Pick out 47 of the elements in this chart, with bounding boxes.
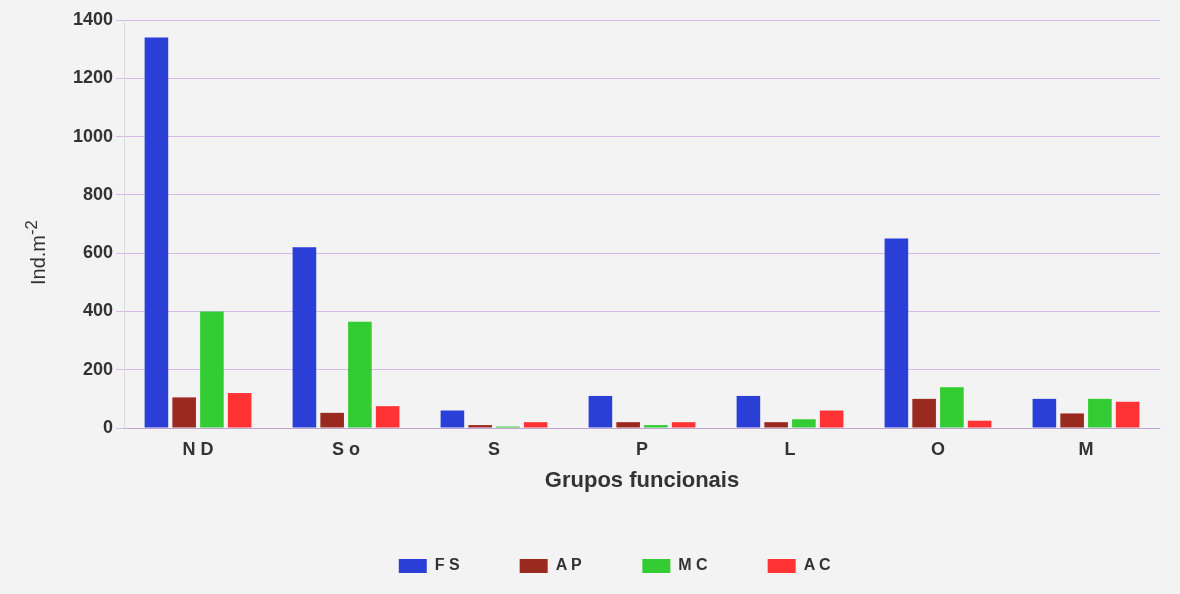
legend-label: A C: [803, 556, 832, 574]
legend-label: M C: [678, 556, 709, 574]
legend-label: A P: [555, 556, 583, 574]
bar: [200, 311, 224, 428]
y-tick-label: 400: [83, 300, 114, 321]
y-tick-label: 600: [83, 242, 114, 263]
x-tick-label: S o: [332, 438, 361, 459]
x-tick-label: N D: [182, 438, 214, 459]
bar: [320, 412, 344, 428]
bar: [616, 422, 640, 428]
y-tick-label: 1200: [73, 67, 114, 88]
bar: [227, 393, 252, 428]
bar: [940, 387, 964, 428]
bar: [671, 422, 696, 428]
y-tick-label: 200: [83, 358, 114, 379]
bar: [440, 410, 465, 428]
bar: [172, 397, 196, 428]
x-axis-title: Grupos funcionais: [544, 466, 740, 492]
bar: [1032, 398, 1057, 428]
bar: [884, 238, 909, 428]
bar: [1060, 413, 1084, 428]
bar: [967, 420, 992, 428]
y-tick-label: 0: [103, 416, 114, 437]
bar: [292, 247, 317, 428]
bar: [588, 395, 613, 428]
x-tick-label: P: [636, 438, 649, 459]
y-tick-label: 800: [83, 183, 114, 204]
bar: [523, 422, 548, 428]
bar: [764, 422, 788, 428]
x-tick-label: M: [1078, 438, 1094, 459]
x-tick-label: S: [488, 438, 501, 459]
x-tick-label: L: [784, 438, 796, 459]
bar: [736, 395, 761, 428]
bar: [1088, 398, 1112, 428]
bar: [819, 410, 844, 428]
bar: [468, 425, 492, 428]
y-tick-label: 1000: [73, 125, 114, 146]
bar: [144, 37, 169, 428]
legend-label: F S: [434, 556, 460, 574]
bar: [912, 398, 936, 428]
x-tick-label: O: [931, 438, 946, 459]
bar: [644, 425, 668, 428]
bar: [1115, 401, 1140, 428]
y-tick-label: 1400: [73, 8, 114, 29]
bar: [792, 419, 816, 428]
bar: [375, 406, 400, 428]
bar: [348, 321, 372, 428]
